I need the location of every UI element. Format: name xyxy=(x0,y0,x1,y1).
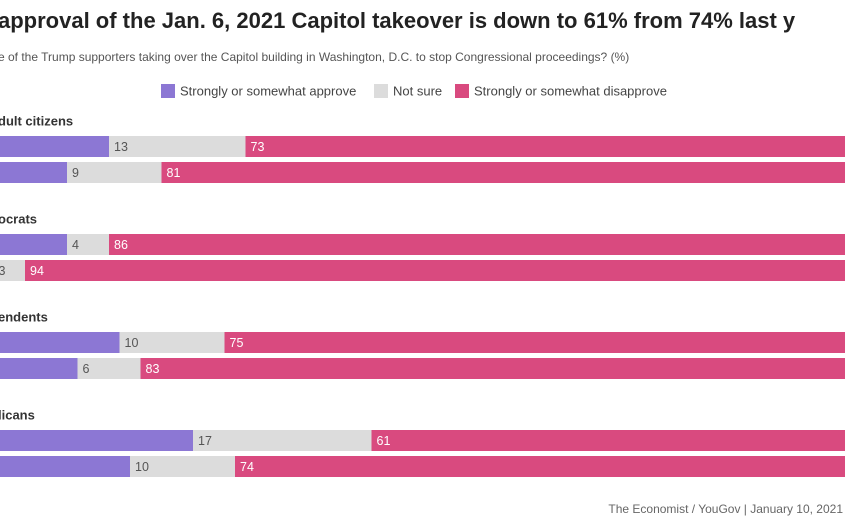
legend-swatch xyxy=(455,84,469,98)
bar-segment xyxy=(0,456,130,477)
bar-segment xyxy=(109,136,246,157)
bar-segment xyxy=(67,162,162,183)
bar-segment xyxy=(0,260,25,281)
bar-segment xyxy=(0,234,67,255)
group-label: licans xyxy=(0,407,35,422)
bar-segment xyxy=(119,332,225,353)
bar-segment xyxy=(67,234,109,255)
bar-segment xyxy=(140,358,845,379)
bar-segment xyxy=(245,136,845,157)
value-label: 10 xyxy=(125,336,139,350)
value-label: 73 xyxy=(251,140,265,154)
bar-segment xyxy=(130,456,235,477)
bar-segment xyxy=(109,234,845,255)
chart-subtitle: e of the Trump supporters taking over th… xyxy=(0,50,629,64)
bar-segment xyxy=(77,358,141,379)
value-label: 75 xyxy=(230,336,244,350)
value-label: 86 xyxy=(114,238,128,252)
bar-segment xyxy=(0,358,78,379)
value-label: 17 xyxy=(198,434,212,448)
bar-segment xyxy=(0,332,120,353)
bar-segment xyxy=(193,430,372,451)
value-label: 81 xyxy=(167,166,181,180)
legend-swatch xyxy=(374,84,388,98)
value-label: 61 xyxy=(377,434,391,448)
bar-segment xyxy=(0,136,109,157)
bar-segment xyxy=(161,162,845,183)
bar-segment xyxy=(371,430,845,451)
value-label: 6 xyxy=(83,362,90,376)
legend-label: Not sure xyxy=(393,83,442,98)
bar-segment xyxy=(224,332,845,353)
source: The Economist / YouGov | January 10, 202… xyxy=(608,502,843,516)
value-label: 74 xyxy=(240,460,254,474)
legend-label: Strongly or somewhat approve xyxy=(180,83,356,98)
group-label: dult citizens xyxy=(0,113,73,128)
bar-segment xyxy=(25,260,845,281)
value-label: 4 xyxy=(72,238,79,252)
legend-label: Strongly or somewhat disapprove xyxy=(474,83,667,98)
chart-title: approval of the Jan. 6, 2021 Capitol tak… xyxy=(0,8,796,33)
value-label: 10 xyxy=(135,460,149,474)
bar-segment xyxy=(0,162,67,183)
group-label: endents xyxy=(0,309,48,324)
value-label: 94 xyxy=(30,264,44,278)
value-label: 3 xyxy=(0,264,6,278)
value-label: 83 xyxy=(146,362,160,376)
value-label: 13 xyxy=(114,140,128,154)
bar-segment xyxy=(235,456,845,477)
bar-segment xyxy=(0,430,193,451)
legend-swatch xyxy=(161,84,175,98)
group-label: ocrats xyxy=(0,211,37,226)
value-label: 9 xyxy=(72,166,79,180)
